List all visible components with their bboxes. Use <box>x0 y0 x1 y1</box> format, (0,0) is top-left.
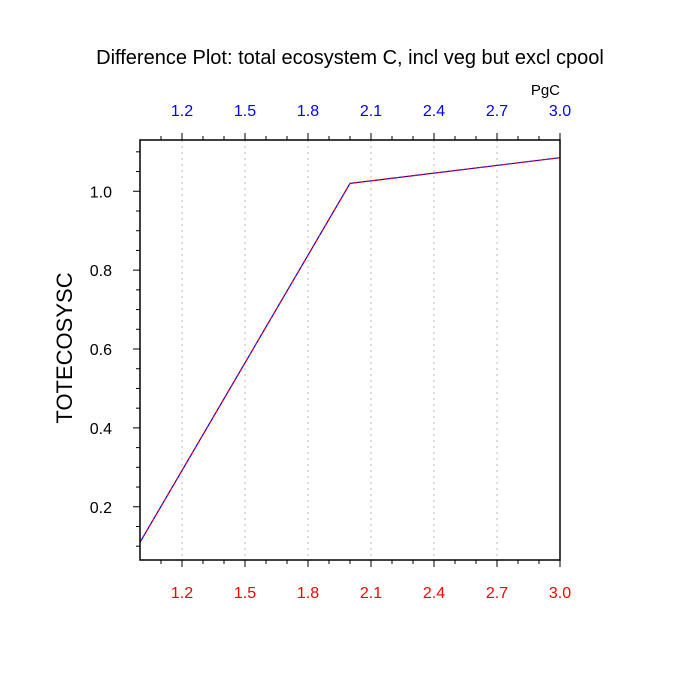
tick-labels: 1.2 1.2 1.5 1.5 1.8 1.8 2.1 2.1 2.4 2.4 2.7 2.7 3.0 3… <box>90 103 571 602</box>
x-tick-label-bottom: 3.0 <box>549 585 571 602</box>
x-tick-label-bottom: 2.1 <box>360 585 382 602</box>
y-tick-label: 0.6 <box>90 342 112 359</box>
x-tick-label-top: 2.7 <box>486 103 508 120</box>
plot-frame <box>139 139 561 561</box>
axis-ticks <box>133 133 561 567</box>
x-tick-label-bottom: 1.5 <box>234 585 256 602</box>
y-tick-label: 1.0 <box>90 184 112 201</box>
x-tick-label-bottom: 2.7 <box>486 585 508 602</box>
x-tick-label-top: 2.1 <box>360 103 382 120</box>
data-series <box>139 157 561 543</box>
y-tick-label: 0.2 <box>90 500 112 517</box>
x-tick-label-bottom: 1.8 <box>297 585 319 602</box>
x-tick-label-top: 3.0 <box>549 103 571 120</box>
x-tick-label-top: 1.2 <box>171 103 193 120</box>
y-tick-label: 0.4 <box>90 421 112 438</box>
top-axis-unit-label: PgC <box>531 82 560 99</box>
series-line-red <box>139 157 561 543</box>
y-tick-label: 0.8 <box>90 263 112 280</box>
y-axis-label: TOTECOSYSC <box>52 272 77 423</box>
grid-lines <box>181 140 498 560</box>
x-tick-label-bottom: 1.2 <box>171 585 193 602</box>
chart-title: Difference Plot: total ecosystem C, incl… <box>96 47 604 69</box>
x-tick-label-top: 1.8 <box>297 103 319 120</box>
x-tick-label-top: 1.5 <box>234 103 256 120</box>
x-tick-label-top: 2.4 <box>423 103 445 120</box>
x-tick-label-bottom: 2.4 <box>423 585 445 602</box>
